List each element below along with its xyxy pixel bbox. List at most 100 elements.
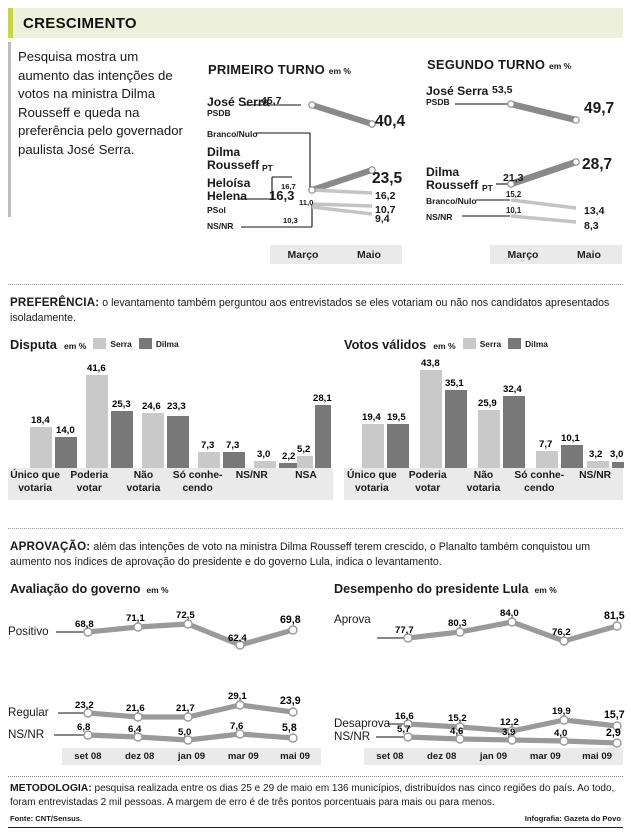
methodology-text: METODOLOGIA: pesquisa realizada entre os… [10,782,621,809]
t2-dilma-start-value: 21,3 [503,172,524,184]
line-dilma [311,167,373,193]
bar-value-serra-conhecendo: 7,3 [201,440,214,451]
value-positivo-mai09: 69,8 [280,614,301,626]
bar-serra-unico [30,427,52,468]
line-t2-nsnr [510,214,577,224]
value-nsnr-desemp-mar09: 4,0 [554,728,567,739]
t2-nsnr-start-value: 10,1 [506,206,522,215]
value-aprova-dez08: 80,3 [448,618,467,629]
legend-label-dilma: Dilma [155,338,179,349]
t2-nsnr-name: NS/NR [426,212,453,222]
marker-t2-dilma-end [572,158,580,166]
marker-t2-dilma-start [507,180,515,188]
preferencia-label: PREFERÊNCIA: [10,296,100,309]
line-nsnr [311,205,373,216]
value-aprova-jan09: 84,0 [500,608,519,619]
t1-serra-start-value: 45,7 [261,95,282,107]
marker-nsnr-desemp-dez08 [455,734,465,744]
t2-axis-right: Maio [577,248,601,261]
bar-dilma-unico-v [387,424,409,468]
t1-nsnr-end-value: 9,4 [375,213,390,225]
cat-poderia-votar-v: Poderia votar [408,470,447,494]
t1-heloisa-party: PSol [207,205,226,215]
marker-nsnr-desemp-set08 [403,732,413,742]
value-regular-dez08: 21,6 [126,703,145,714]
aprovacao-text: além das intenções de voto na ministra D… [10,541,591,568]
marker-serra-end [368,120,376,128]
bar-serra-unico-v [362,424,384,468]
marker-nsnr-aval-dez08 [133,732,143,742]
t1-serra-party: PSDB [207,108,231,118]
bar-dilma-nao-v [503,396,525,468]
marker-positivo-dez08 [133,622,143,632]
t2-serra-end-value: 49,7 [584,100,615,117]
marker-desaprova-dez08 [455,722,465,732]
intro-paragraph: Pesquisa mostra um aumento das intenções… [18,49,183,157]
desempenho-header: Desempenho do presidente Lula em % [334,582,557,596]
aprovacao-label: APROVAÇÃO: [10,540,91,553]
t2-branco-name: Branco/Nulo [426,196,477,206]
bar-dilma-poderia [111,411,133,468]
desempenho-label-nsnr: NS/NR [334,730,371,743]
disputa-category-band: Único que votaria Poderia votar Não votaria… [8,468,333,500]
line-branco [311,188,373,195]
avaliacao-unit: em % [146,585,169,595]
bar-serra-conhecendo [198,452,220,468]
marker-positivo-mar09 [235,640,245,650]
desempenho-label-desaprova: Desaprova [334,717,391,730]
cat-unico-votaria: Único que votaria [10,470,60,494]
marker-dilma-start [308,186,316,194]
value-nsnr-aval-dez08: 6,4 [128,724,142,735]
segundo-turno-chart [455,100,580,224]
t2-serra-start-value: 53,5 [492,84,513,96]
t1-serra-end-value: 40,4 [375,113,406,130]
marker-desaprova-jan09 [507,726,517,736]
validos-legend-serra: Serra [462,338,501,349]
avaliacao-time-band: set 08 dez 08 jan 09 mar 09 mai 09 [62,748,321,765]
t2-dilma-name-line2: Rousseff [426,178,479,192]
t2-branco-end-value: 13,4 [584,205,605,217]
t2-axis-band: Março Maio [490,245,622,264]
cat-unico-votaria-v: Único que votaria [347,470,397,494]
legend-label-dilma-2: Dilma [525,338,548,349]
time-mai09-left: mai 09 [280,751,311,762]
bar-dilma-poderia-v [445,390,467,468]
t1-axis-band: Março Maio [270,245,402,264]
marker-nsnr-aval-mar09 [235,729,245,739]
t1-heloisa-name-line1: Heloísa [207,176,251,190]
disputa-title: Disputa [10,337,57,352]
footer-divider [8,776,623,777]
t2-nsnr-end-value: 8,3 [584,220,599,232]
bar-dilma-nsnr [279,463,301,468]
methodology-body: pesquisa realizada entre os dias 25 e 29… [10,783,615,808]
bar-value-serra-conhecendo-v: 7,7 [539,439,552,450]
validos-title: Votos válidos [344,337,427,352]
primeiro-turno-title-text: PRIMEIRO TURNO [208,62,325,77]
page-title: CRESCIMENTO [23,14,137,32]
bar-serra-nsnr-v [587,461,609,468]
bar-value-serra-unico: 18,4 [31,415,50,426]
avaliacao-label-regular: Regular [8,706,49,719]
bar-dilma-conhecendo [223,452,245,468]
cat-poderia-votar: Poderia votar [70,470,109,494]
marker-serra-start [308,101,316,109]
value-positivo-jan09: 72,5 [176,610,195,621]
value-desaprova-set08: 16,6 [395,711,414,722]
cat-nsnr: NS/NR [235,470,268,481]
primeiro-turno-chart [238,101,376,228]
aprovacao-intro: APROVAÇÃO: além das intenções de voto na… [10,540,622,569]
value-regular-set08: 23,2 [75,700,94,711]
marker-regular-mar09 [235,700,245,710]
bar-serra-nao-v [478,410,500,468]
time-jan09-left: jan 09 [177,751,206,762]
marker-dilma-end [368,166,376,174]
preferencia-text: o levantamento também perguntou aos entr… [10,297,610,324]
legend-swatch-dilma [138,338,152,349]
value-nsnr-desemp-mai09: 2,9 [606,727,621,739]
avaliacao-title: Avaliação do governo [10,582,141,596]
t1-branco-start-value: 16,7 [281,182,296,191]
desempenho-title: Desempenho do presidente Lula [334,582,529,596]
marker-desaprova-mai09 [612,721,622,731]
desempenho-unit: em % [534,585,557,595]
line-serra [311,102,373,127]
